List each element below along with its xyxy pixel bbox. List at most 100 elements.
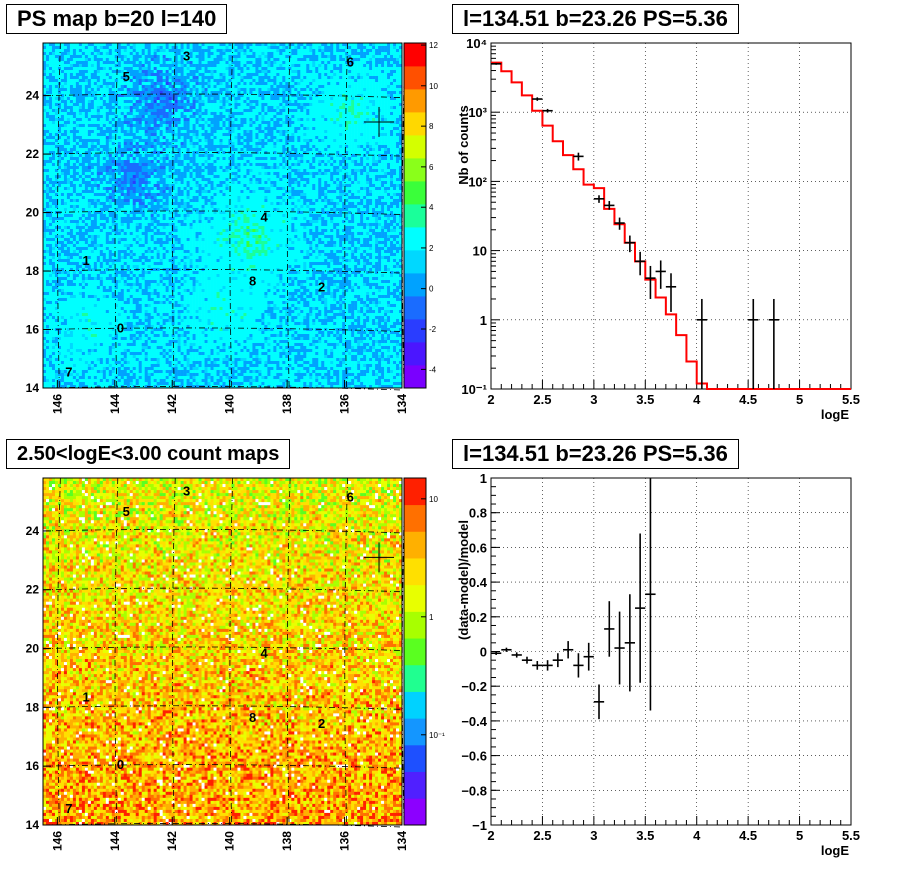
ps-map-pixel bbox=[327, 61, 331, 65]
ps-map-pixel bbox=[66, 124, 71, 128]
ps-map-pixel bbox=[252, 142, 256, 146]
ps-map-pixel bbox=[366, 121, 370, 125]
ps-map-pixel bbox=[237, 145, 241, 149]
ps-map-pixel bbox=[363, 154, 367, 158]
ps-map-pixel bbox=[180, 97, 184, 101]
ps-map-pixel bbox=[225, 133, 229, 137]
ps-map-pixel bbox=[75, 67, 80, 71]
ps-map-pixel bbox=[105, 88, 110, 92]
ps-map-pixel bbox=[276, 64, 280, 68]
ps-map-pixel bbox=[324, 127, 328, 131]
ps-map-pixel bbox=[279, 160, 283, 164]
ps-map-pixel bbox=[165, 139, 169, 143]
ps-map-pixel bbox=[333, 91, 337, 95]
ps-map-pixel bbox=[219, 79, 223, 83]
ps-map-pixel bbox=[54, 76, 59, 80]
ps-map-pixel bbox=[240, 61, 244, 65]
ps-map-pixel bbox=[78, 121, 83, 125]
ps-map-pixel bbox=[384, 55, 388, 59]
ps-map-pixel bbox=[339, 127, 343, 131]
ps-map-pixel bbox=[327, 46, 331, 50]
ps-map-pixel bbox=[60, 76, 65, 80]
ps-map-pixel bbox=[99, 61, 104, 65]
ps-map-pixel bbox=[384, 115, 388, 119]
ps-map-pixel bbox=[348, 100, 352, 104]
ps-map-pixel bbox=[375, 100, 379, 104]
ps-map-pixel bbox=[168, 151, 172, 155]
ps-map-pixel bbox=[120, 58, 125, 62]
ps-map-pixel bbox=[84, 142, 89, 146]
ps-map-pixel bbox=[234, 82, 238, 86]
ps-map-pixel bbox=[114, 133, 119, 137]
ps-map-pixel bbox=[186, 136, 190, 140]
ps-map-pixel bbox=[258, 70, 262, 74]
ps-map-pixel bbox=[246, 157, 250, 161]
ps-map-pixel bbox=[150, 76, 154, 80]
ps-map-pixel bbox=[192, 52, 196, 56]
ps-map-pixel bbox=[111, 127, 116, 131]
ps-map-pixel bbox=[258, 94, 262, 98]
ps-map-pixel bbox=[297, 76, 301, 80]
ps-map-pixel bbox=[126, 67, 131, 71]
ps-map-pixel bbox=[327, 160, 331, 164]
ps-map-pixel bbox=[96, 148, 101, 152]
ps-map-pixel bbox=[93, 79, 98, 83]
ps-map-pixel bbox=[75, 139, 80, 143]
ps-map-pixel bbox=[258, 154, 262, 158]
ps-map-pixel bbox=[237, 154, 241, 158]
ps-map-pixel bbox=[234, 142, 238, 146]
ps-map-pixel bbox=[237, 163, 241, 167]
ps-map-pixel bbox=[99, 55, 104, 59]
ps-map-pixel bbox=[201, 124, 205, 128]
ps-map-pixel bbox=[45, 166, 50, 170]
ps-map-pixel bbox=[144, 100, 149, 104]
ps-map-pixel bbox=[45, 97, 50, 101]
ps-map-pixel bbox=[375, 46, 379, 50]
ps-map-pixel bbox=[43, 67, 47, 71]
ps-map-pixel bbox=[117, 85, 122, 89]
ps-map-pixel bbox=[75, 133, 80, 137]
ps-map-pixel bbox=[357, 163, 361, 167]
ps-map-pixel bbox=[366, 139, 370, 143]
ps-map-pixel bbox=[270, 115, 274, 119]
ps-map-pixel bbox=[399, 115, 403, 119]
ps-map-pixel bbox=[216, 154, 220, 158]
ps-map-pixel bbox=[225, 94, 229, 98]
ps-map-pixel bbox=[186, 166, 190, 170]
ps-map-pixel bbox=[78, 139, 83, 143]
ps-map-pixel bbox=[225, 106, 229, 110]
ps-map-pixel bbox=[219, 154, 223, 158]
ps-map-pixel bbox=[54, 100, 59, 104]
ps-map-pixel bbox=[84, 166, 89, 170]
ps-map-pixel bbox=[279, 79, 283, 83]
ps-map-pixel bbox=[66, 148, 71, 152]
ps-map-pixel bbox=[399, 124, 403, 128]
ps-map-pixel bbox=[372, 130, 376, 134]
ps-map-pixel bbox=[264, 58, 268, 62]
ps-map-pixel bbox=[237, 88, 241, 92]
ps-map-pixel bbox=[261, 64, 265, 68]
ps-map-pixel bbox=[207, 43, 211, 47]
ps-map-pixel bbox=[285, 118, 289, 122]
ps-map-pixel bbox=[120, 115, 125, 119]
ps-map-pixel bbox=[270, 46, 274, 50]
ps-map-pixel bbox=[339, 70, 343, 74]
ps-map-pixel bbox=[198, 145, 202, 149]
ps-map-pixel bbox=[378, 52, 382, 56]
ps-map-pixel bbox=[345, 61, 349, 65]
ps-map-pixel bbox=[153, 91, 157, 95]
ps-map-pixel bbox=[48, 160, 53, 164]
ps-map-pixel bbox=[177, 82, 181, 86]
ps-map-pixel bbox=[168, 46, 172, 50]
ps-map-pixel bbox=[213, 124, 217, 128]
ps-map-pixel bbox=[387, 88, 391, 92]
ps-map-pixel bbox=[363, 85, 367, 89]
ps-map-pixel bbox=[186, 124, 190, 128]
ps-map-pixel bbox=[43, 91, 47, 95]
ps-map-pixel bbox=[216, 133, 220, 137]
ps-map-pixel bbox=[363, 151, 367, 155]
ps-map-pixel bbox=[207, 85, 211, 89]
ps-map-pixel bbox=[48, 139, 53, 143]
ps-map-pixel bbox=[57, 76, 62, 80]
ps-map-pixel bbox=[114, 154, 119, 158]
